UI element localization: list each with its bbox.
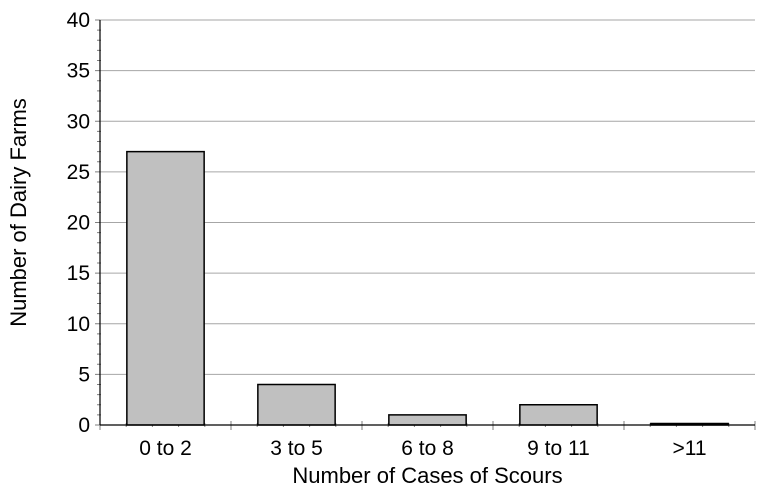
y-tick-label: 35 <box>67 60 90 83</box>
bar <box>257 383 336 426</box>
x-tick-label: 0 to 2 <box>139 437 192 460</box>
y-tick-label: 20 <box>67 212 90 235</box>
x-axis-title: Number of Cases of Scours <box>292 463 562 488</box>
y-tick-label: 40 <box>67 9 90 32</box>
bar <box>388 414 467 426</box>
x-tick-labels: 0 to 2 3 to 5 6 to 8 9 to 11 >11 <box>139 437 706 460</box>
y-tick-label: 5 <box>78 363 90 386</box>
y-tick-label: 25 <box>67 161 90 184</box>
x-tick-label: >11 <box>672 437 706 460</box>
y-tick-label: 15 <box>67 262 90 285</box>
bar <box>519 404 598 426</box>
y-axis-title: Number of Dairy Farms <box>6 98 31 327</box>
bars <box>126 150 729 426</box>
y-tick-label: 30 <box>67 110 90 133</box>
y-tick-labels: 0 5 10 15 20 25 30 35 40 <box>67 9 90 437</box>
x-tick-label: 3 to 5 <box>270 437 323 460</box>
bar <box>126 150 205 426</box>
x-tick-label: 9 to 11 <box>527 437 590 460</box>
gridlines <box>100 19 755 375</box>
x-tick-label: 6 to 8 <box>401 437 454 460</box>
y-tick-label: 0 <box>78 414 90 437</box>
y-tick-label: 10 <box>67 313 90 336</box>
